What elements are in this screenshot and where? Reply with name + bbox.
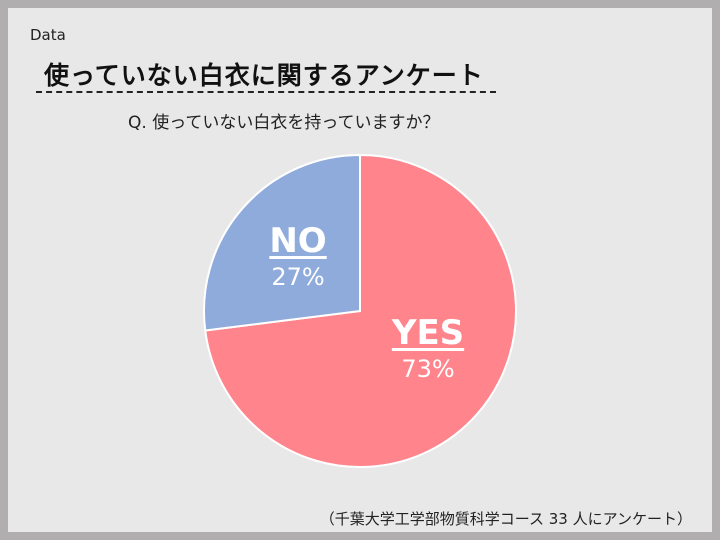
slice-name-no: NO [269,221,327,261]
slide: Data 使っていない白衣に関するアンケート Q. 使っていない白衣を持っていま… [8,8,712,532]
title-underline [36,91,496,93]
source-note: （千葉大学工学部物質科学コース 33 人にアンケート） [319,510,692,528]
page-title: 使っていない白衣に関するアンケート [44,61,484,90]
section-label: Data [30,26,66,44]
pie-chart [203,153,517,468]
question-text: Q. 使っていない白衣を持っていますか？ [128,113,440,133]
slice-value-no: 27% [271,263,325,291]
slice-label-yes: YES 73% [378,313,478,385]
pie-slice-no [203,153,361,332]
slice-value-yes: 73% [401,355,455,383]
slice-name-yes: YES [391,313,465,353]
slice-label-no: NO 27% [248,221,348,293]
